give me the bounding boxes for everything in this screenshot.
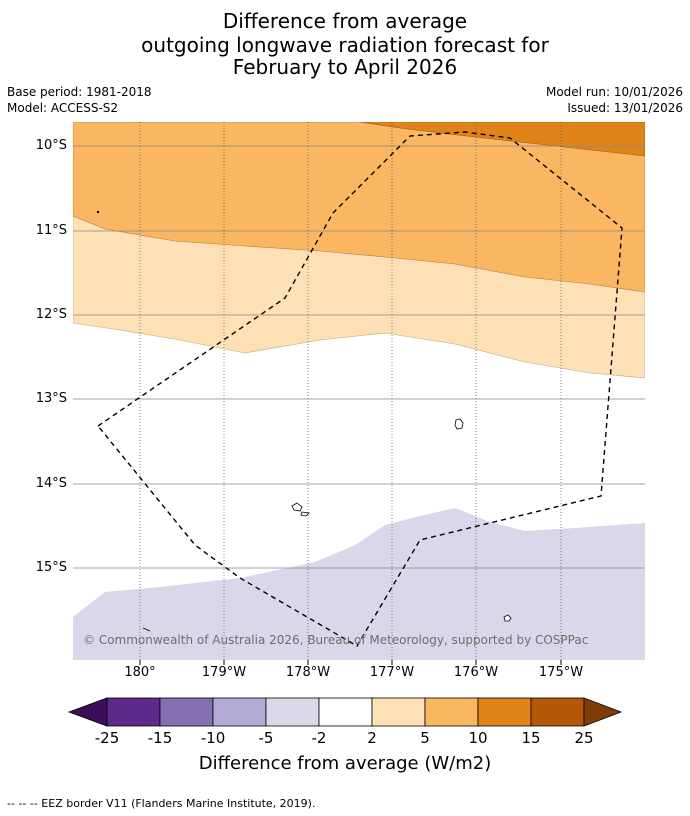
colorbar-title: Difference from average (W/m2) (198, 753, 492, 774)
lavender-band (73, 508, 645, 660)
mid-orange-band (73, 122, 645, 293)
lat-label-14s: 14°S (35, 476, 67, 491)
colorbar-segment (477, 697, 532, 727)
dark-orange-band (359, 122, 645, 157)
copyright-notice: © Commonwealth of Australia 2026, Bureau… (83, 633, 589, 647)
colorbar-segment (212, 697, 267, 727)
lat-label-12s: 12°S (35, 307, 67, 322)
colorbar-tick: 10 (468, 729, 488, 747)
latitude-gridlines (73, 145, 645, 569)
eez-border (96, 131, 623, 647)
lon-label-180: 180° (124, 665, 156, 680)
colorbar-tick: -5 (258, 729, 274, 747)
title-line-2: outgoing longwave radiation forecast for (141, 33, 549, 57)
colorbar-segment (159, 697, 214, 727)
colorbar-tick: -25 (94, 729, 120, 747)
colorbar-tick: 25 (574, 729, 594, 747)
island-outlines (96, 210, 512, 632)
colorbar-tick: -10 (200, 729, 226, 747)
colorbar-tick: -15 (147, 729, 173, 747)
model-name: Model: ACCESS-S2 (7, 101, 119, 115)
colorbar-tick: 5 (420, 729, 430, 747)
colorbar-segment (371, 697, 426, 727)
colorbar-tick: 2 (367, 729, 377, 747)
lon-label-175w: 175°W (538, 665, 584, 680)
title-line-1: Difference from average (222, 9, 468, 33)
model-run: Model run: 10/01/2026 (545, 85, 683, 99)
colorbar-extend-high (583, 697, 623, 727)
lat-label-11s: 11°S (35, 223, 67, 238)
lon-label-179w: 179°W (201, 665, 247, 680)
colorbar-tick: 15 (521, 729, 541, 747)
lat-label-15s: 15°S (35, 560, 67, 575)
colorbar-extend-low (67, 697, 108, 727)
issued-date: Issued: 13/01/2026 (567, 101, 683, 115)
colorbar (67, 697, 623, 727)
colorbar-segment (530, 697, 585, 727)
colorbar-segment (424, 697, 479, 727)
title-line-3: February to April 2026 (232, 55, 458, 79)
lon-label-178w: 178°W (285, 665, 331, 680)
lon-label-176w: 176°W (453, 665, 499, 680)
lat-label-10s: 10°S (35, 138, 67, 153)
colorbar-segment (106, 697, 161, 727)
colorbar-tick: -2 (311, 729, 327, 747)
eez-legend: -- -- -- EEZ border V11 (Flanders Marine… (7, 797, 316, 810)
base-period: Base period: 1981-2018 (7, 85, 152, 99)
colorbar-segment (318, 697, 373, 727)
longitude-ticks (139, 660, 562, 665)
colorbar-segment (265, 697, 320, 727)
lon-label-177w: 177°W (369, 665, 415, 680)
lat-label-13s: 13°S (35, 391, 67, 406)
